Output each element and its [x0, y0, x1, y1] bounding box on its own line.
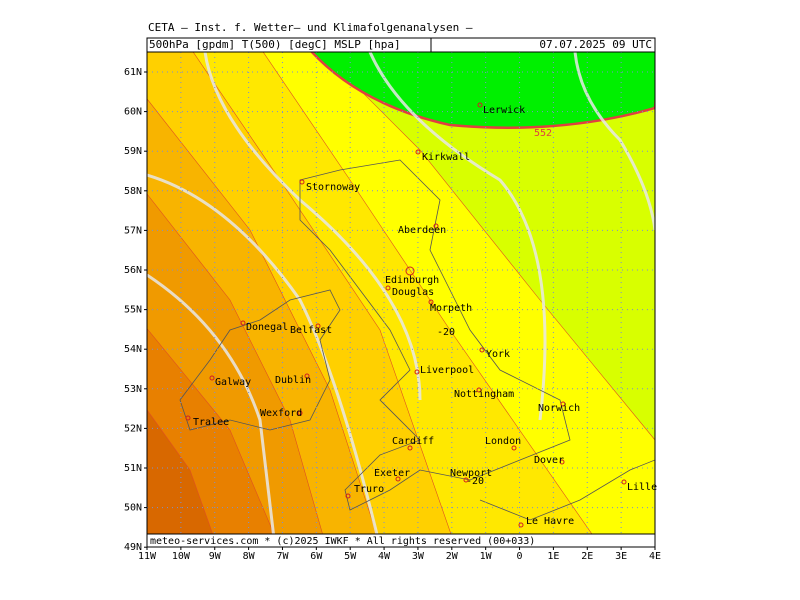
- x-axis-label: 4W: [378, 551, 391, 562]
- city-label: London: [485, 436, 521, 447]
- city-label: Truro: [354, 484, 384, 495]
- header-fields: 500hPa [gpdm] T(500) [degC] MSLP [hpa]: [149, 38, 401, 51]
- city-marker: [511, 445, 517, 451]
- footer: meteo-services.com * (c)2025 IWKF * All …: [150, 536, 535, 547]
- coastline: [179, 289, 341, 431]
- y-axis-label: 50N: [124, 503, 142, 514]
- city-label: York: [486, 349, 510, 360]
- city-label: Galway: [215, 377, 251, 388]
- coastline: [479, 459, 655, 521]
- header-date: 07.07.2025 09 UTC: [539, 38, 652, 51]
- city-label: Norwich: [538, 403, 580, 414]
- x-axis-label: 2W: [446, 551, 459, 562]
- x-axis-label: 1W: [480, 551, 493, 562]
- city-label: Belfast: [290, 325, 332, 336]
- city-marker: [621, 479, 627, 485]
- city-label: Stornoway: [306, 182, 360, 193]
- city-marker: [395, 476, 401, 482]
- city-label: Tralee: [193, 417, 229, 428]
- x-axis-label: 10W: [172, 551, 191, 562]
- city-marker: [463, 477, 469, 483]
- contour-552: [310, 52, 655, 129]
- isobar: [147, 173, 382, 547]
- city-marker: [240, 320, 246, 326]
- x-axis-label: 5W: [344, 551, 357, 562]
- contour-label: -20: [437, 327, 455, 338]
- isobar: [573, 52, 655, 231]
- city-marker: [405, 266, 415, 276]
- city-label: Lerwick: [483, 105, 525, 116]
- y-axis-label: 61N: [124, 67, 142, 78]
- city-label: Kirkwall: [422, 152, 470, 163]
- x-axis-label: 11W: [138, 551, 157, 562]
- city-marker: [299, 179, 305, 185]
- city-label: Edinburgh: [385, 275, 439, 286]
- y-axis-label: 52N: [124, 423, 142, 434]
- y-axis-label: 57N: [124, 225, 142, 236]
- city-marker: [407, 445, 413, 451]
- x-axis-label: 8W: [243, 551, 256, 562]
- header-box: [430, 37, 656, 53]
- footer-box: [146, 533, 656, 548]
- city-marker: [345, 493, 351, 499]
- city-marker: [476, 387, 482, 393]
- y-axis-label: 59N: [124, 146, 142, 157]
- city-marker: [428, 299, 434, 305]
- isobar: [368, 52, 547, 421]
- y-axis-label: 53N: [124, 384, 142, 395]
- y-axis-label: 49N: [124, 542, 142, 553]
- y-axis-label: 55N: [124, 305, 142, 316]
- city-marker: [433, 223, 439, 229]
- city-marker: [559, 459, 565, 465]
- contour-label: 552: [534, 128, 552, 139]
- y-axis-label: 51N: [124, 463, 142, 474]
- x-axis-label: 4E: [649, 551, 661, 562]
- coastline: [299, 159, 571, 511]
- city-marker: [304, 373, 310, 379]
- city-marker: [477, 102, 483, 108]
- city-label: Newport: [450, 468, 492, 479]
- city-label: Donegal: [246, 322, 288, 333]
- y-axis-label: 58N: [124, 186, 142, 197]
- city-label: Cardiff: [392, 436, 434, 447]
- city-marker: [518, 522, 524, 528]
- city-label: Liverpool: [420, 365, 474, 376]
- city-label: Exeter: [374, 468, 410, 479]
- x-axis-label: 2E: [581, 551, 593, 562]
- y-axis-label: 54N: [124, 344, 142, 355]
- city-label: Dover: [534, 455, 564, 466]
- city-label: Wexford: [260, 408, 302, 419]
- header-title: CETA – Inst. f. Wetter– und Klimafolgena…: [148, 21, 473, 34]
- city-marker: [185, 415, 191, 421]
- x-axis-label: 1E: [547, 551, 559, 562]
- map-field: [147, 52, 655, 547]
- band: [147, 409, 218, 547]
- city-marker: [209, 375, 215, 381]
- x-axis-label: 3E: [615, 551, 627, 562]
- contour-label: -20: [466, 476, 484, 487]
- city-marker: [479, 347, 485, 353]
- city-marker: [414, 369, 420, 375]
- city-label: Lille: [627, 482, 657, 493]
- city-marker: [385, 285, 391, 291]
- x-axis-label: 9W: [209, 551, 222, 562]
- city-marker: [315, 323, 321, 329]
- x-axis-label: 6W: [310, 551, 323, 562]
- x-axis-label: 7W: [276, 551, 289, 562]
- city-label: Douglas: [392, 287, 434, 298]
- x-axis-label: 3W: [412, 551, 425, 562]
- city-marker: [297, 410, 303, 416]
- city-label: Aberdeen: [398, 225, 446, 236]
- city-marker: [560, 401, 566, 407]
- x-axis-label: 0: [517, 551, 523, 562]
- city-label: Morpeth: [430, 303, 472, 314]
- y-axis-label: 56N: [124, 265, 142, 276]
- city-marker: [415, 149, 421, 155]
- city-label: Nottingham: [454, 389, 514, 400]
- city-label: Dublin: [275, 375, 311, 386]
- y-axis-label: 60N: [124, 107, 142, 118]
- city-label: Le Havre: [526, 516, 574, 527]
